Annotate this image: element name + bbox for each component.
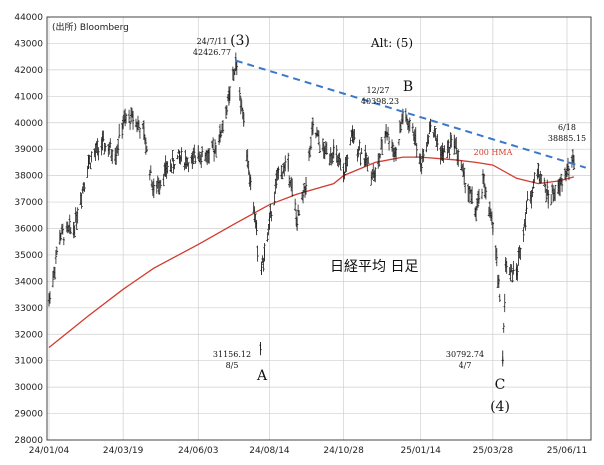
annotation-label: (4) xyxy=(490,399,510,415)
annotation-label: A xyxy=(256,368,268,384)
y-tick-label: 44000 xyxy=(14,13,43,23)
annotation-label: 6/18 xyxy=(558,123,576,132)
y-tick-label: 40000 xyxy=(14,119,43,129)
y-tick-label: 36000 xyxy=(14,225,43,235)
x-tick-label: 25/06/11 xyxy=(547,446,587,456)
y-tick-label: 43000 xyxy=(14,39,43,49)
y-tick-label: 39000 xyxy=(14,145,43,155)
y-tick-label: 34000 xyxy=(14,277,43,287)
moving-average-line xyxy=(48,156,575,349)
annotation-label: 200 HMA xyxy=(474,148,513,157)
annotation-label: C xyxy=(495,377,506,393)
y-tick-label: 29000 xyxy=(14,410,43,420)
annotation-label: 42426.77 xyxy=(193,48,231,57)
y-tick-label: 32000 xyxy=(14,330,43,340)
price-bars xyxy=(47,52,576,367)
x-tick-label: 25/03/28 xyxy=(473,446,514,456)
y-tick-label: 38000 xyxy=(14,172,43,182)
annotation-label: 12/27 xyxy=(366,86,389,95)
x-tick-label: 24/01/04 xyxy=(29,446,70,456)
annotation-label: 40398.23 xyxy=(361,97,399,106)
y-tick-label: 31000 xyxy=(14,357,43,367)
annotation-label: 4/7 xyxy=(459,361,472,370)
x-tick-label: 25/01/14 xyxy=(400,446,441,456)
y-tick-label: 41000 xyxy=(14,92,43,102)
y-tick-label: 28000 xyxy=(14,436,43,446)
annotation-label: 30792.74 xyxy=(446,350,484,359)
x-tick-labels: 24/01/04 24/03/19 24/06/03 24/08/14 24/10/28… xyxy=(29,446,587,456)
x-tick-label: 24/08/14 xyxy=(249,446,290,456)
trendline xyxy=(235,59,587,169)
resistance-trendline xyxy=(235,59,587,169)
plot-frame xyxy=(46,16,592,441)
annotations: 24/7/11 42426.77(3) Alt: (5) 12/27 40398.23 B… xyxy=(193,33,586,415)
x-tick-label: 24/06/03 xyxy=(178,446,218,456)
ma-200-line xyxy=(48,156,575,349)
y-tick-label: 35000 xyxy=(14,251,43,261)
x-tick-label: 24/10/28 xyxy=(323,446,364,456)
x-tick-label: 24/03/19 xyxy=(103,446,144,456)
annotation-label: B xyxy=(403,79,413,95)
y-tick-label: 42000 xyxy=(14,66,43,76)
annotation-label: Alt: (5) xyxy=(370,36,413,50)
annotation-label: 24/7/11 xyxy=(197,37,228,46)
y-tick-label: 37000 xyxy=(14,198,43,208)
annotation-label: (3) xyxy=(230,33,250,49)
chart-title: 日経平均 日足 xyxy=(330,259,418,275)
annotation-label: 31156.12 xyxy=(213,350,251,359)
source-label: (出所) Bloomberg xyxy=(52,21,129,33)
annotation-label: 38885.15 xyxy=(548,134,586,143)
y-tick-labels: 28000 29000 30000 31000 32000 33000 34000 35000… xyxy=(14,13,43,446)
y-tick-label: 33000 xyxy=(14,304,43,314)
annotation-label: 8/5 xyxy=(226,361,239,370)
y-tick-label: 30000 xyxy=(14,383,43,393)
